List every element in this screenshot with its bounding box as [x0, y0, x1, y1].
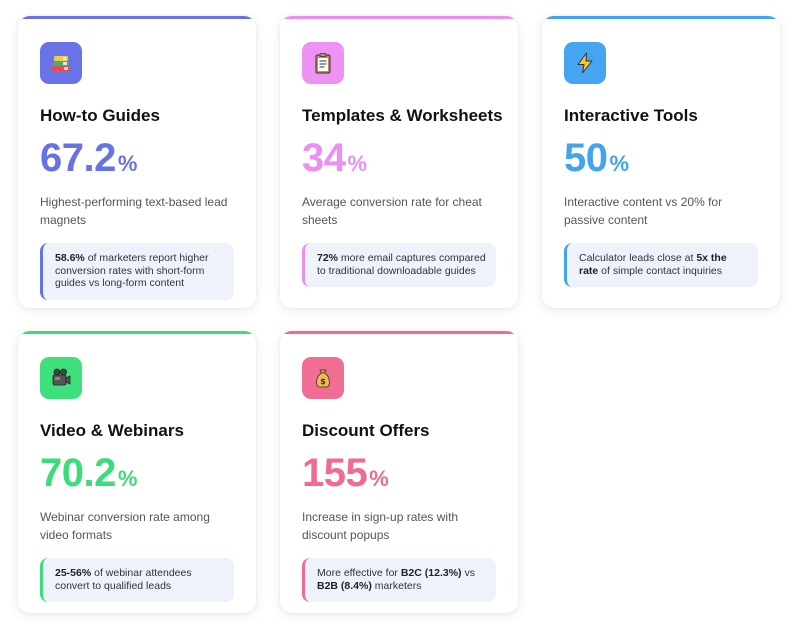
- card-accent-bar: [542, 16, 780, 19]
- card-video-webinars: Video & Webinars 70.2% Webinar conversio…: [18, 331, 256, 613]
- card-description: Highest-performing text-based lead magne…: [40, 195, 228, 227]
- video-camera-icon: [40, 357, 82, 399]
- card-templates-worksheets: Templates & Worksheets 34% Average conve…: [280, 16, 518, 308]
- card-accent-bar: [280, 331, 518, 334]
- card-description: Interactive content vs 20% for passive c…: [564, 195, 723, 227]
- card-how-to-guides: How-to Guides 67.2% Highest-performing t…: [18, 16, 256, 308]
- lightning-icon: [564, 42, 606, 84]
- callout-note: 72% more email captures compared to trad…: [302, 243, 496, 287]
- card-title: How-to Guides: [40, 106, 160, 125]
- stat-value: 155%: [302, 451, 389, 495]
- card-title: Interactive Tools: [564, 106, 698, 125]
- card-description: Increase in sign-up rates with discount …: [302, 510, 459, 542]
- callout-note: 58.6% of marketers report higher convers…: [40, 243, 234, 300]
- stat-value: 34%: [302, 136, 367, 180]
- card-description: Webinar conversion rate among video form…: [40, 510, 210, 542]
- card-interactive-tools: Interactive Tools 50% Interactive conten…: [542, 16, 780, 308]
- callout-note: Calculator leads close at 5x the rate of…: [564, 243, 758, 287]
- card-title: Templates & Worksheets: [302, 106, 503, 125]
- card-title: Video & Webinars: [40, 421, 184, 440]
- card-accent-bar: [280, 16, 518, 19]
- card-discount-offers: $ Discount Offers 155% Increase in sign-…: [280, 331, 518, 613]
- money-bag-icon: $: [302, 357, 344, 399]
- callout-note: More effective for B2C (12.3%) vs B2B (8…: [302, 558, 496, 602]
- callout-note: 25-56% of webinar attendees convert to q…: [40, 558, 234, 602]
- stat-value: 50%: [564, 136, 629, 180]
- books-icon: [40, 42, 82, 84]
- card-accent-bar: [18, 16, 256, 19]
- card-accent-bar: [18, 331, 256, 334]
- stat-value: 67.2%: [40, 136, 137, 180]
- card-description: Average conversion rate for cheat sheets: [302, 195, 482, 227]
- svg-text:$: $: [320, 377, 326, 386]
- clipboard-icon: [302, 42, 344, 84]
- card-title: Discount Offers: [302, 421, 430, 440]
- stat-value: 70.2%: [40, 451, 137, 495]
